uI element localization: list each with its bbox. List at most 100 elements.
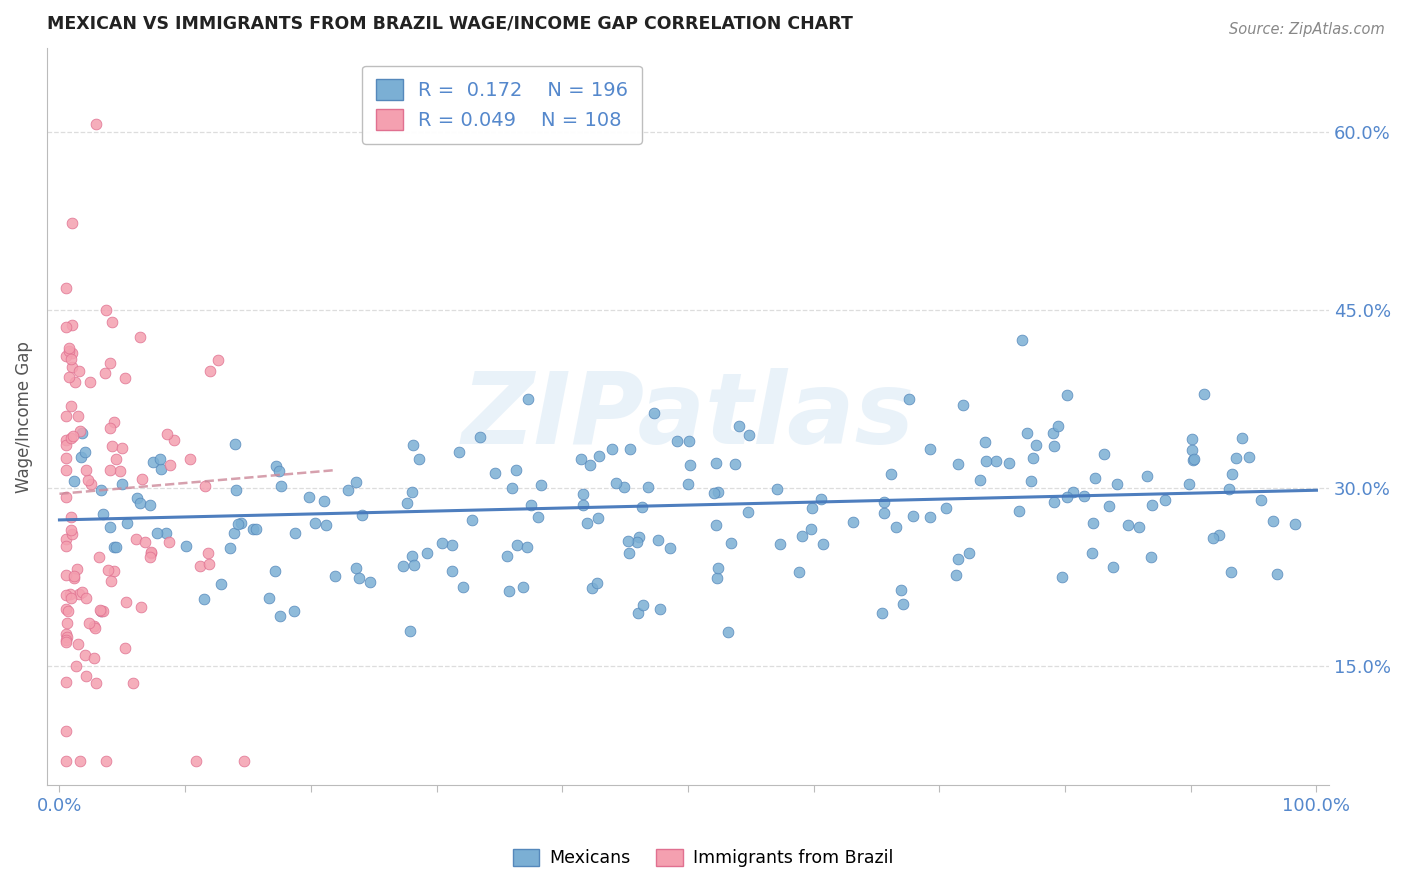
Point	[704, 518, 727, 533]
Point	[800, 522, 823, 536]
Point	[495, 549, 517, 564]
Point	[1056, 490, 1078, 504]
Point	[83, 651, 105, 665]
Point	[55, 320, 77, 334]
Point	[678, 434, 700, 448]
Point	[430, 535, 453, 549]
Point	[122, 676, 145, 690]
Point	[1015, 425, 1038, 440]
Point	[233, 754, 256, 768]
Point	[903, 509, 925, 524]
Point	[77, 615, 100, 630]
Point	[131, 472, 153, 486]
Point	[149, 451, 172, 466]
Point	[1265, 567, 1288, 582]
Point	[59, 587, 82, 601]
Point	[284, 525, 307, 540]
Point	[586, 510, 609, 524]
Point	[139, 545, 162, 559]
Point	[1102, 560, 1125, 574]
Point	[114, 640, 136, 655]
Point	[605, 476, 627, 491]
Point	[842, 515, 865, 529]
Point	[55, 433, 77, 447]
Point	[69, 424, 91, 438]
Point	[1219, 566, 1241, 580]
Point	[226, 517, 249, 532]
Point	[506, 538, 529, 552]
Point	[55, 532, 77, 546]
Text: Source: ZipAtlas.com: Source: ZipAtlas.com	[1229, 22, 1385, 37]
Point	[79, 376, 101, 390]
Point	[163, 433, 186, 447]
Point	[269, 608, 291, 623]
Point	[1218, 483, 1240, 497]
Point	[974, 453, 997, 467]
Point	[157, 535, 180, 549]
Point	[222, 526, 245, 541]
Point	[811, 537, 834, 551]
Point	[104, 452, 127, 467]
Point	[957, 546, 980, 560]
Point	[115, 516, 138, 531]
Point	[100, 439, 122, 453]
Point	[103, 415, 125, 429]
Point	[1042, 494, 1064, 508]
Point	[737, 505, 759, 519]
Point	[194, 479, 217, 493]
Point	[1042, 439, 1064, 453]
Point	[101, 315, 124, 329]
Point	[986, 454, 1008, 468]
Point	[60, 400, 83, 414]
Point	[98, 463, 121, 477]
Point	[84, 621, 107, 635]
Point	[60, 527, 83, 541]
Point	[59, 524, 82, 538]
Point	[55, 409, 77, 423]
Point	[131, 599, 153, 614]
Point	[58, 342, 80, 356]
Point	[572, 486, 595, 500]
Point	[1025, 438, 1047, 452]
Point	[264, 564, 287, 578]
Point	[1081, 546, 1104, 560]
Point	[631, 598, 654, 612]
Point	[918, 509, 941, 524]
Point	[179, 452, 201, 467]
Point	[149, 462, 172, 476]
Point	[142, 455, 165, 469]
Point	[347, 571, 370, 585]
Point	[259, 591, 281, 606]
Point	[55, 601, 77, 615]
Point	[946, 552, 969, 566]
Point	[519, 498, 541, 512]
Point	[67, 587, 90, 601]
Point	[738, 428, 761, 442]
Point	[787, 565, 810, 579]
Point	[83, 619, 105, 633]
Point	[77, 473, 100, 487]
Point	[527, 509, 550, 524]
Point	[935, 501, 957, 516]
Point	[188, 558, 211, 573]
Point	[401, 549, 423, 563]
Point	[55, 567, 77, 582]
Point	[103, 564, 125, 578]
Point	[1181, 443, 1204, 458]
Point	[1140, 498, 1163, 512]
Point	[616, 533, 638, 548]
Point	[75, 668, 97, 682]
Point	[198, 557, 221, 571]
Point	[441, 564, 464, 578]
Point	[125, 532, 148, 546]
Point	[245, 523, 267, 537]
Point	[55, 451, 77, 466]
Point	[1232, 431, 1254, 445]
Point	[134, 535, 156, 549]
Point	[197, 546, 219, 560]
Point	[1177, 476, 1199, 491]
Point	[395, 496, 418, 510]
Point	[350, 508, 373, 522]
Point	[60, 509, 83, 524]
Point	[264, 459, 287, 474]
